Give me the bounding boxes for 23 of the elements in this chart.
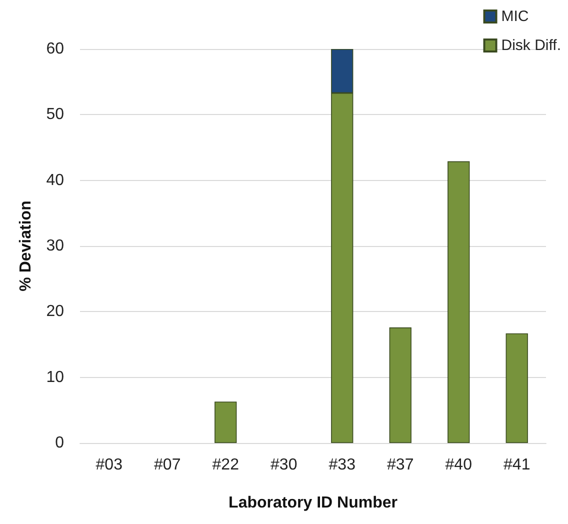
x-tick-label: #40 [445, 456, 472, 474]
x-tick-label: #37 [387, 456, 414, 474]
x-tick-label: #30 [270, 456, 298, 474]
y-tick-label: 0 [55, 434, 64, 452]
y-tick-label: 40 [46, 172, 64, 189]
x-tick-label: #33 [328, 456, 356, 474]
x-tick-label: #41 [504, 456, 530, 474]
y-axis-title: % Deviation [18, 200, 34, 292]
y-tick-label: 60 [46, 40, 64, 58]
y-tick-label: 20 [46, 303, 64, 320]
bar [389, 327, 412, 443]
legend-label: Disk Diff. [501, 37, 562, 54]
y-tick-label: 30 [46, 238, 64, 254]
legend-label: MIC [501, 8, 529, 25]
y-tick-label: 10 [46, 368, 64, 386]
y-tick-label: 50 [46, 106, 64, 124]
bar [214, 402, 237, 443]
bar [448, 161, 470, 443]
x-tick-label: #03 [96, 456, 123, 474]
x-axis-title: Laboratory ID Number [228, 494, 398, 512]
x-tick-label: #07 [154, 456, 181, 474]
bar [506, 333, 528, 443]
x-tick-label: #22 [212, 456, 240, 474]
